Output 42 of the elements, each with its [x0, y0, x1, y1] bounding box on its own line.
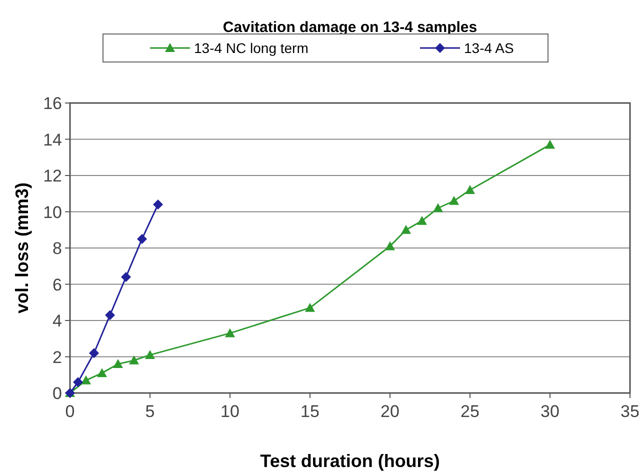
point	[105, 310, 115, 320]
point	[417, 216, 427, 225]
legend-label: 13-4 NC long term	[194, 40, 308, 56]
x-tick-label: 25	[460, 402, 480, 421]
x-tick-label: 5	[145, 402, 155, 421]
point	[401, 224, 411, 234]
y-tick-label: 4	[52, 312, 62, 330]
legend-label: 13-4 AS	[464, 40, 514, 56]
y-tick-label: 14	[43, 130, 62, 150]
point	[129, 355, 139, 364]
y-tick-label: 12	[43, 166, 62, 186]
x-tick-label: 0	[65, 402, 75, 421]
point	[97, 368, 107, 378]
y-tick-label: 2	[52, 348, 62, 367]
point	[433, 203, 443, 212]
y-tick-label: 16	[43, 94, 62, 113]
point	[121, 272, 131, 282]
point	[73, 377, 83, 388]
point	[545, 140, 555, 149]
point	[81, 375, 91, 384]
x-axis-title: Test duration (hours)	[260, 451, 440, 471]
point	[153, 200, 163, 210]
x-tick-label: 10	[220, 402, 240, 421]
x-tick-label: 15	[300, 402, 320, 421]
point	[89, 348, 99, 358]
y-tick-label: 0	[52, 384, 62, 403]
point	[137, 234, 147, 244]
x-tick-label: 30	[540, 402, 560, 421]
x-tick-label: 20	[380, 402, 400, 421]
point	[145, 350, 155, 359]
point	[305, 302, 315, 312]
point	[465, 185, 475, 194]
point	[113, 359, 123, 368]
point	[385, 241, 395, 250]
point	[225, 328, 235, 338]
y-axis-title: vol. loss (mm3)	[12, 182, 32, 314]
y-tick-label: 10	[43, 202, 62, 222]
x-tick-label: 35	[620, 402, 640, 421]
y-tick-label: 8	[52, 239, 62, 258]
point	[449, 196, 459, 205]
y-tick-label: 6	[52, 275, 62, 294]
chart-title: Cavitation damage on 13-4 samples	[222, 19, 478, 36]
